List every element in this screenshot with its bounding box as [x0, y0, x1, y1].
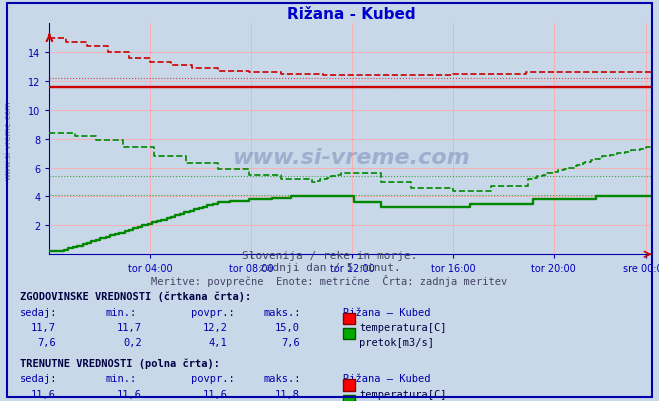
Text: temperatura[C]: temperatura[C] [359, 389, 447, 399]
Text: 7,6: 7,6 [281, 337, 300, 347]
Title: Rižana - Kubed: Rižana - Kubed [287, 6, 415, 22]
Text: 11,6: 11,6 [117, 389, 142, 399]
Text: sedaj:: sedaj: [20, 373, 57, 383]
Text: povpr.:: povpr.: [191, 307, 235, 317]
Text: pretok[m3/s]: pretok[m3/s] [359, 337, 434, 347]
Text: maks.:: maks.: [264, 307, 301, 317]
Text: www.si-vreme.com: www.si-vreme.com [232, 148, 470, 168]
Text: maks.:: maks.: [264, 373, 301, 383]
Text: Rižana – Kubed: Rižana – Kubed [343, 307, 430, 317]
Text: 11,8: 11,8 [275, 389, 300, 399]
Text: 11,6: 11,6 [202, 389, 227, 399]
Text: zadnji dan / 5 minut.: zadnji dan / 5 minut. [258, 263, 401, 273]
Text: 15,0: 15,0 [275, 322, 300, 332]
Text: 11,6: 11,6 [31, 389, 56, 399]
Text: Rižana – Kubed: Rižana – Kubed [343, 373, 430, 383]
Text: www.si-vreme.com: www.si-vreme.com [3, 101, 13, 180]
Text: min.:: min.: [105, 307, 136, 317]
Text: povpr.:: povpr.: [191, 373, 235, 383]
Text: 0,2: 0,2 [123, 337, 142, 347]
Text: Slovenija / reke in morje.: Slovenija / reke in morje. [242, 251, 417, 261]
Text: min.:: min.: [105, 373, 136, 383]
Text: 7,6: 7,6 [38, 337, 56, 347]
Text: 4,1: 4,1 [209, 337, 227, 347]
Text: sedaj:: sedaj: [20, 307, 57, 317]
Text: temperatura[C]: temperatura[C] [359, 322, 447, 332]
Text: TRENUTNE VREDNOSTI (polna črta):: TRENUTNE VREDNOSTI (polna črta): [20, 357, 219, 368]
Text: Meritve: povprečne  Enote: metrične  Črta: zadnja meritev: Meritve: povprečne Enote: metrične Črta:… [152, 275, 507, 287]
Text: 12,2: 12,2 [202, 322, 227, 332]
Text: ZGODOVINSKE VREDNOSTI (črtkana črta):: ZGODOVINSKE VREDNOSTI (črtkana črta): [20, 291, 251, 301]
Text: 11,7: 11,7 [31, 322, 56, 332]
Text: 11,7: 11,7 [117, 322, 142, 332]
